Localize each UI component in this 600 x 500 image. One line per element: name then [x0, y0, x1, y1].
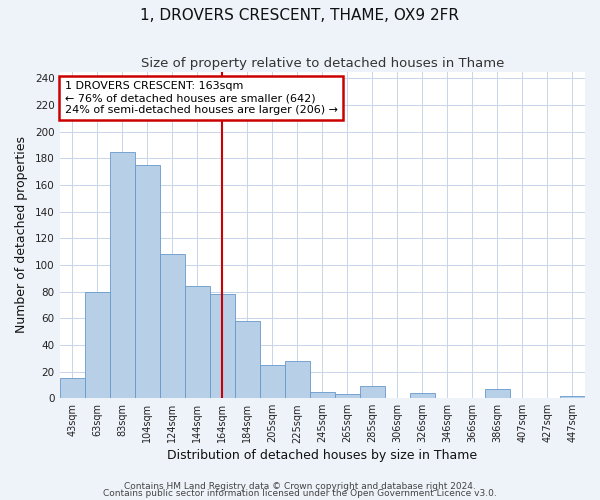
Bar: [410, 393, 435, 398]
Bar: [310, 392, 335, 398]
Bar: [134, 165, 160, 398]
Bar: [285, 361, 310, 398]
Bar: [185, 286, 209, 398]
Bar: [209, 294, 235, 398]
Bar: [260, 365, 285, 398]
Text: 1 DROVERS CRESCENT: 163sqm
← 76% of detached houses are smaller (642)
24% of sem: 1 DROVERS CRESCENT: 163sqm ← 76% of deta…: [65, 82, 338, 114]
Bar: [235, 321, 260, 398]
Bar: [360, 386, 385, 398]
Title: Size of property relative to detached houses in Thame: Size of property relative to detached ho…: [140, 58, 504, 70]
Bar: [485, 389, 510, 398]
Y-axis label: Number of detached properties: Number of detached properties: [15, 136, 28, 334]
Text: 1, DROVERS CRESCENT, THAME, OX9 2FR: 1, DROVERS CRESCENT, THAME, OX9 2FR: [140, 8, 460, 22]
Bar: [59, 378, 85, 398]
Text: Contains HM Land Registry data © Crown copyright and database right 2024.: Contains HM Land Registry data © Crown c…: [124, 482, 476, 491]
X-axis label: Distribution of detached houses by size in Thame: Distribution of detached houses by size …: [167, 450, 478, 462]
Bar: [85, 292, 110, 398]
Bar: [160, 254, 185, 398]
Bar: [560, 396, 585, 398]
Text: Contains public sector information licensed under the Open Government Licence v3: Contains public sector information licen…: [103, 489, 497, 498]
Bar: [110, 152, 134, 398]
Bar: [335, 394, 360, 398]
